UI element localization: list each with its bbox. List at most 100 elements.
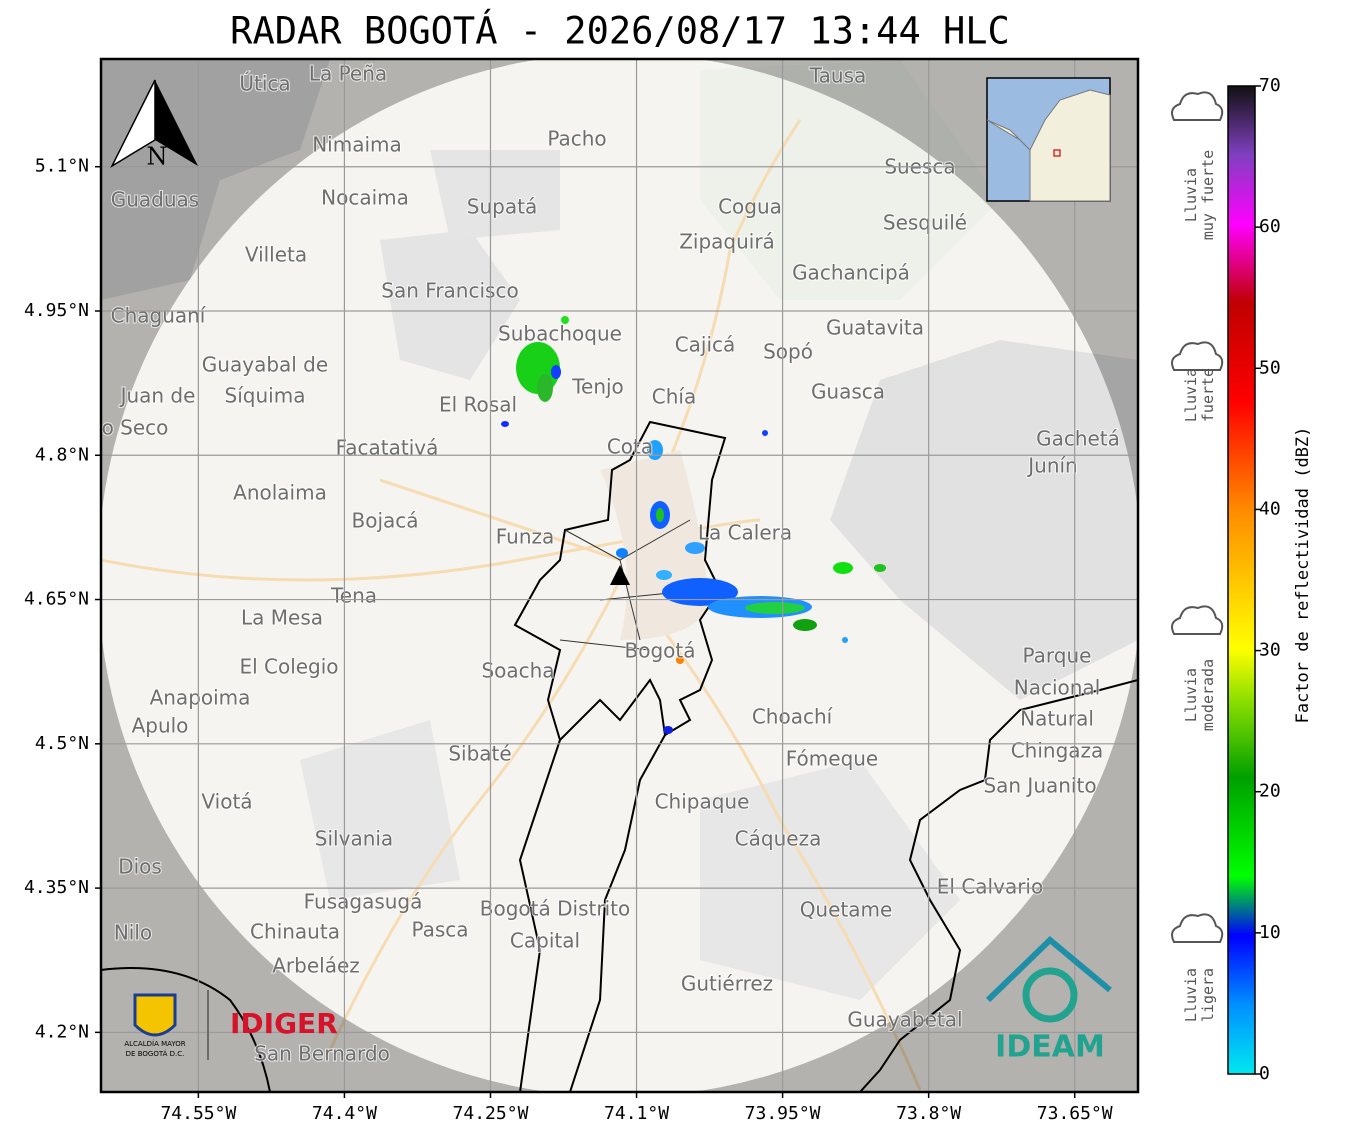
place-label: La Calera (698, 521, 792, 545)
place-label: Fómeque (786, 747, 879, 771)
place-label: Gachancipá (792, 261, 910, 285)
y-tick-label: 4.5°N (35, 733, 89, 754)
place-label: La Mesa (241, 606, 323, 630)
place-label: Arbeláez (272, 954, 360, 978)
echo (663, 726, 673, 734)
place-label: Zipaquirá (679, 230, 775, 254)
district-boundary (569, 734, 666, 1092)
place-label: San Juanito (983, 774, 1096, 798)
inset-land (986, 89, 1111, 202)
y-tick-label: 4.35°N (24, 877, 89, 898)
place-label: Guatavita (826, 316, 924, 340)
place-label: Cáqueza (735, 827, 822, 851)
place-label: Anolaima (233, 481, 327, 505)
place-label: Sesquilé (883, 211, 967, 235)
place-label: Tena (330, 584, 377, 608)
place-label: Funza (496, 525, 555, 549)
place-label: Facatativá (336, 436, 439, 460)
echo (501, 421, 509, 427)
y-tick-label: 4.65°N (24, 589, 89, 610)
place-label: La Peña (309, 62, 387, 86)
locality-lines (559, 519, 701, 651)
north-arrow: N (110, 79, 198, 171)
map-frame (99, 57, 1140, 1094)
rain-label: Lluvia (1182, 668, 1200, 722)
department-boundary (859, 679, 1138, 1092)
cloud-icon (1171, 341, 1224, 371)
place-label: Pacho (547, 127, 606, 151)
colorbar (1227, 85, 1256, 1075)
colorbar-tick-label: 70 (1259, 75, 1281, 96)
place-label: Supatá (467, 195, 537, 219)
ideam-logo: IDEAM (995, 1030, 1105, 1065)
idiger-logo: IDIGER (230, 1007, 338, 1040)
place-label: Sopó (763, 340, 813, 364)
place-label: Cogua (718, 195, 782, 219)
district-boundary (518, 739, 561, 1092)
place-label: San Francisco (381, 279, 518, 303)
place-label: Capital (510, 929, 580, 953)
echo (551, 365, 561, 379)
colorbar-tick-label: 50 (1259, 357, 1281, 378)
inset-extent (1053, 149, 1061, 157)
echo (676, 656, 684, 664)
place-label: Soacha (481, 659, 554, 683)
place-label: El Rosal (439, 393, 517, 417)
arrow-dark (155, 80, 198, 166)
place-label: Síquima (225, 384, 306, 408)
y-tick-label: 4.8°N (35, 444, 89, 465)
rain-label: moderada (1199, 659, 1217, 731)
x-tick-label: 74.55°W (160, 1103, 236, 1124)
axes: 74.55°W 74.4°W 74.25°W 74.1°W 73.95°W 73.8°W 7… (24, 156, 1113, 1124)
place-label: El Colegio (239, 655, 338, 679)
colorbar-tick-label: 20 (1259, 781, 1281, 802)
place-label: Guayabetal (847, 1008, 962, 1032)
echo (685, 542, 705, 554)
colorbar-ticks: 0 10 20 30 40 50 60 70 (1255, 75, 1281, 1084)
place-label: Parque (1023, 644, 1092, 668)
place-label: Tausa (809, 64, 867, 88)
place-label: Junín (1026, 454, 1077, 478)
place-label: Silvania (315, 827, 393, 851)
place-label: Nocaima (321, 186, 409, 210)
place-label: Chingaza (1011, 739, 1104, 763)
echo (537, 374, 553, 402)
place-label: Bogotá (625, 639, 696, 663)
place-label: Quetame (800, 898, 893, 922)
place-label: San Bernardo (254, 1042, 390, 1066)
radar-echoes (501, 316, 886, 734)
echo (616, 548, 628, 558)
place-label: Útica (239, 72, 290, 96)
place-label: o Seco (102, 416, 169, 440)
place-label: Guaduas (111, 188, 199, 212)
colorbar-tick-label: 30 (1259, 640, 1281, 661)
inset-map (986, 77, 1111, 202)
ideam-roof (985, 935, 1112, 1003)
echo (745, 602, 805, 614)
cloud-icon (1171, 913, 1224, 943)
x-tick-label: 73.8°W (896, 1103, 961, 1124)
echo (656, 508, 664, 522)
place-label: Bogotá Distrito (480, 897, 630, 921)
echo (833, 562, 853, 574)
y-tick-label: 4.2°N (35, 1021, 89, 1042)
logos: ALCALDÍA MAYOR DE BOGOTÁ D.C. IDIGER IDE… (124, 935, 1112, 1065)
place-label: Nacional (1014, 676, 1101, 700)
echo (874, 564, 886, 572)
place-label: Tenjo (571, 375, 624, 399)
rain-label: fuerte (1199, 368, 1217, 422)
place-label: Cajicá (675, 333, 736, 357)
place-label: Dios (118, 855, 162, 879)
place-label: Nimaima (312, 133, 402, 157)
department-boundary (101, 967, 271, 1092)
place-label: Chinauta (250, 920, 340, 944)
place-label: Apulo (132, 714, 189, 738)
x-tick-label: 73.65°W (1037, 1103, 1113, 1124)
colorbar-label: Factor de reflectividad (dBZ) (1293, 427, 1313, 724)
rain-label: muy fuerte (1199, 150, 1217, 240)
place-label: Guasca (811, 380, 885, 404)
